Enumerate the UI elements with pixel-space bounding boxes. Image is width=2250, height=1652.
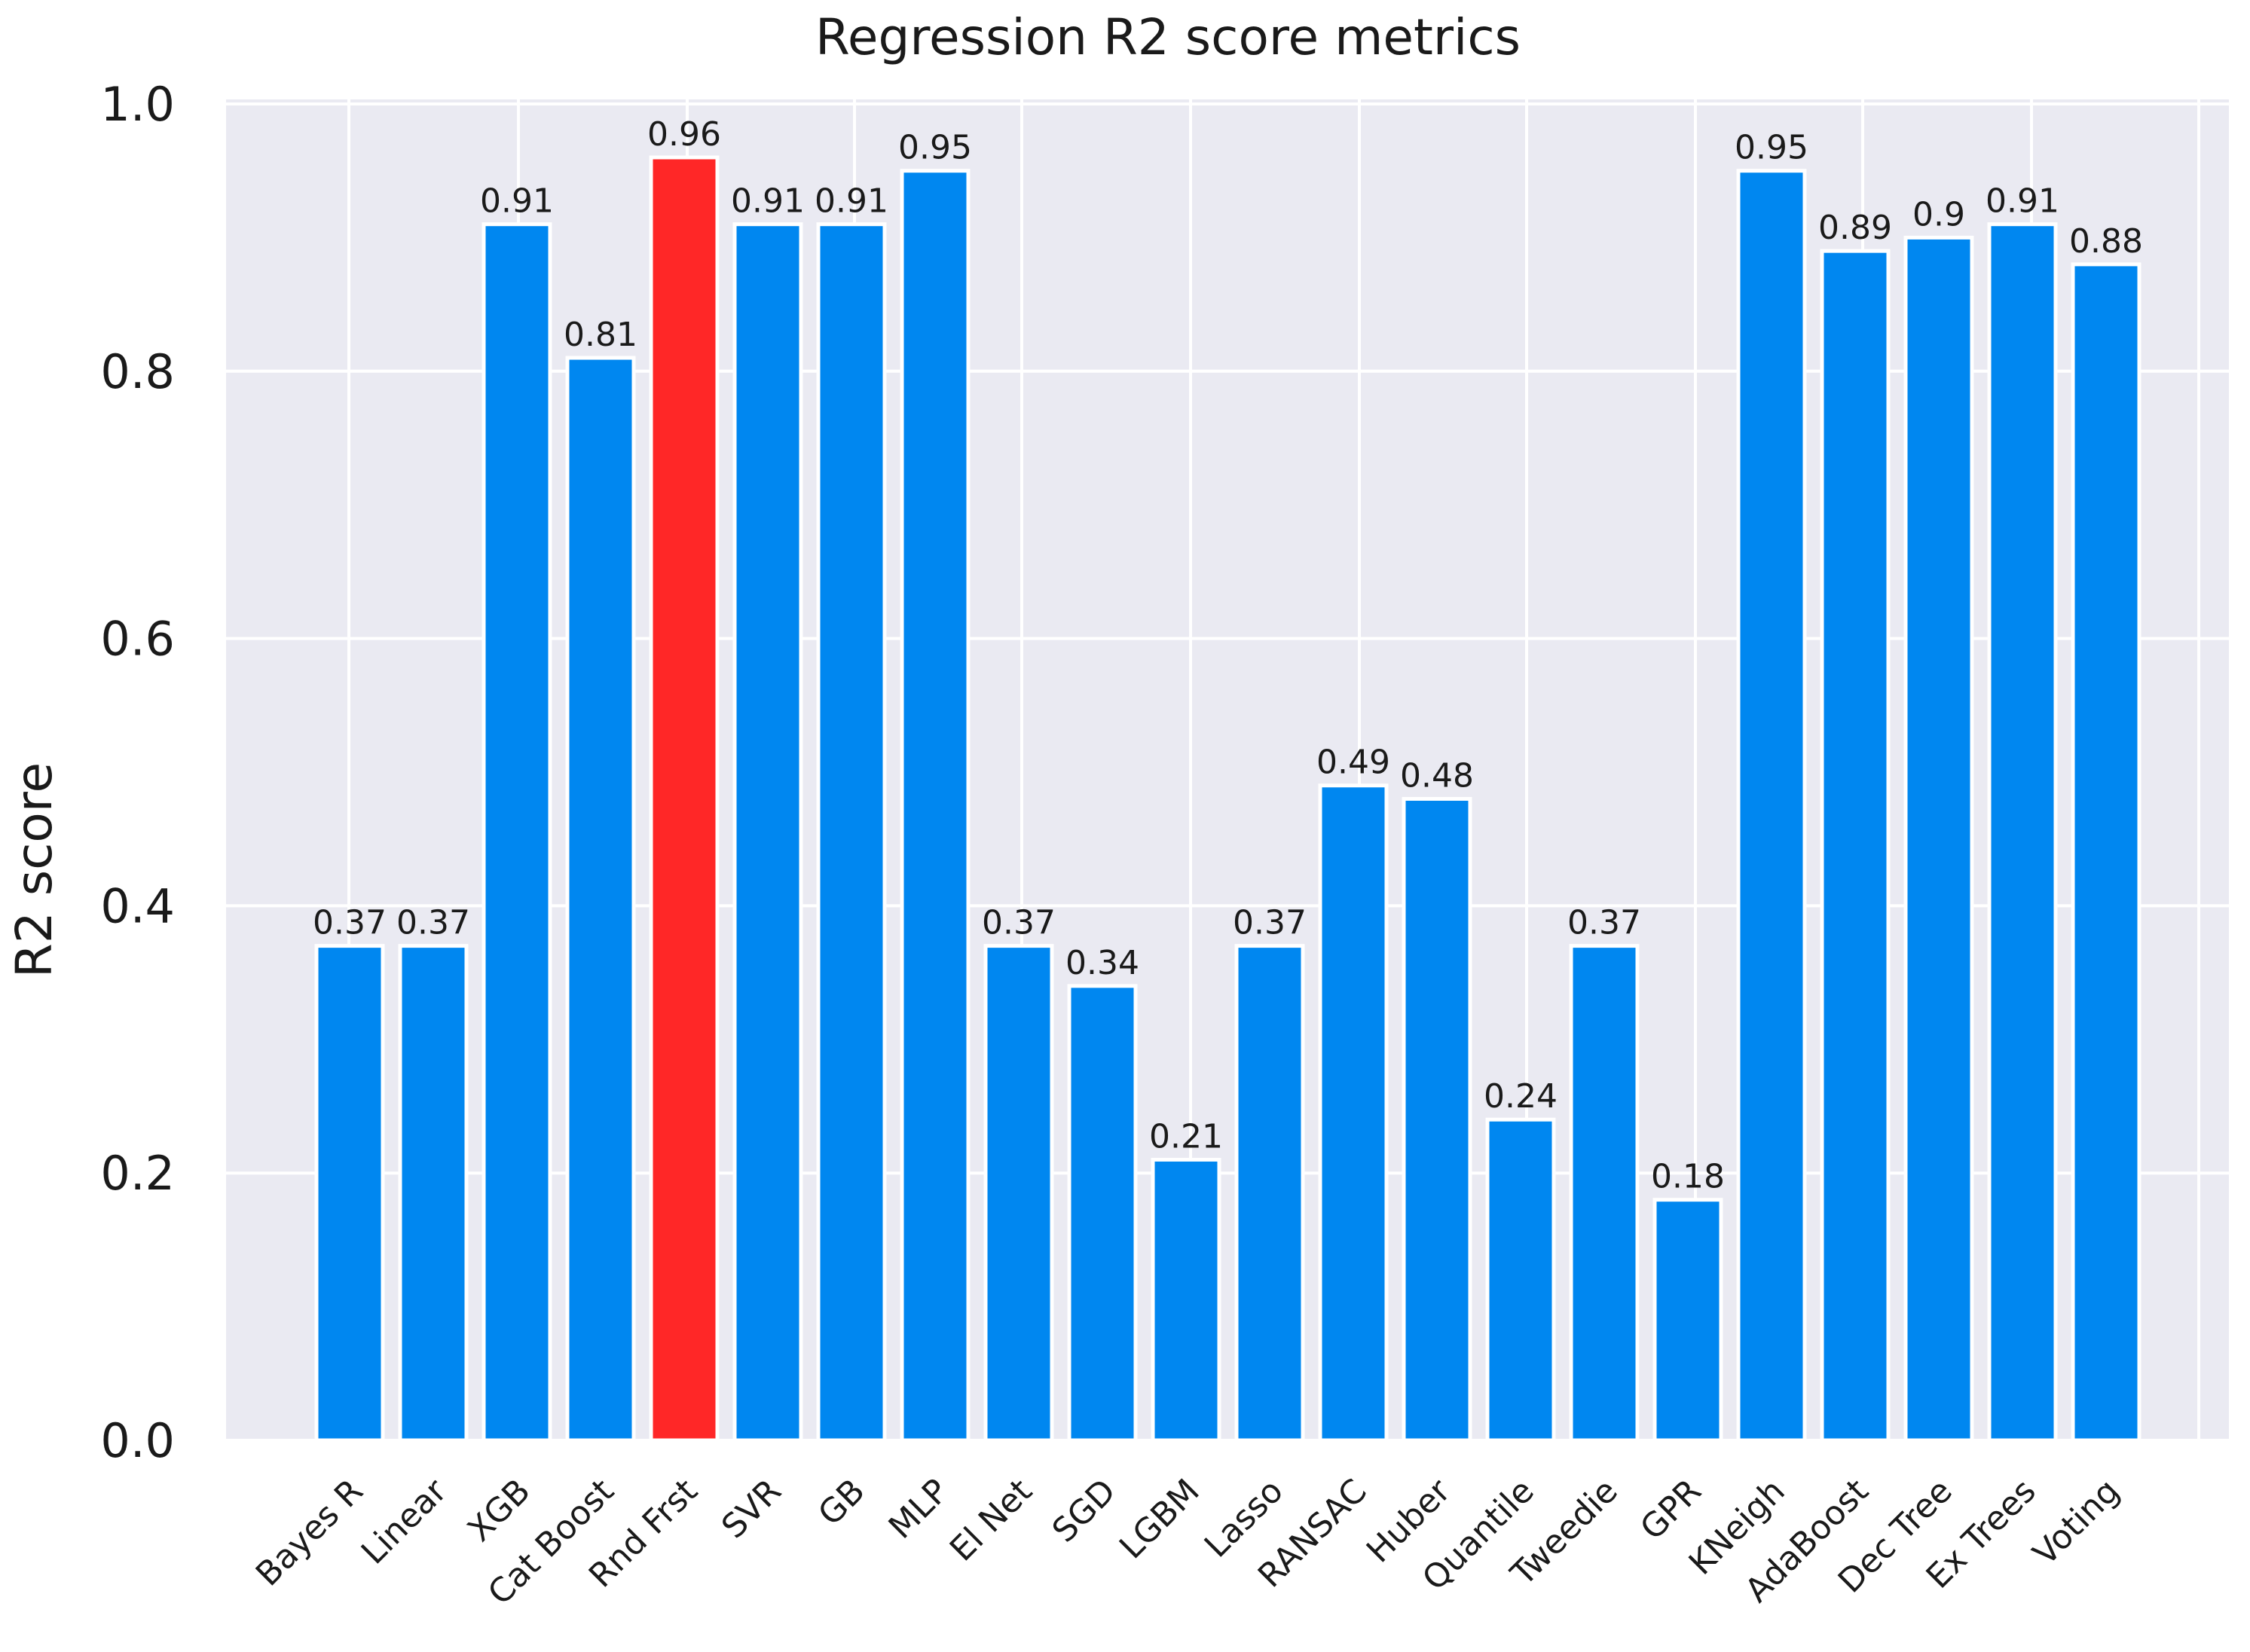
data-label: 0.96: [647, 115, 721, 154]
data-label: 0.49: [1316, 744, 1390, 782]
data-label: 0.91: [480, 182, 554, 221]
data-label: 0.95: [1735, 129, 1808, 167]
data-label: 0.91: [815, 182, 888, 221]
bar-lasso: [1234, 944, 1305, 1443]
data-label: 0.37: [313, 904, 387, 942]
x-tick-label: MLP: [882, 1472, 956, 1547]
bar-bayes-r: [314, 944, 385, 1443]
bar-gb: [816, 222, 887, 1443]
bar-sgd: [1067, 984, 1138, 1443]
x-tick-label: Linear: [354, 1471, 454, 1571]
data-label: 0.9: [1912, 195, 1965, 234]
data-label: 0.24: [1484, 1077, 1558, 1116]
plot-area: [226, 99, 2229, 1440]
data-label: 0.91: [731, 182, 805, 221]
bar-ransac: [1318, 783, 1389, 1443]
y-tick-label: 0.8: [100, 344, 175, 399]
y-axis-label: R2 score: [5, 762, 63, 978]
bar-rnd-frst: [649, 155, 720, 1443]
bars-layer: [314, 155, 2141, 1443]
data-label: 0.37: [982, 904, 1056, 942]
data-label: 0.88: [2069, 222, 2143, 261]
bar-cat-boost: [565, 356, 636, 1443]
data-label: 0.81: [564, 316, 637, 354]
bar-ex-trees: [1987, 222, 2058, 1443]
data-label: 0.37: [1233, 904, 1307, 942]
bar-el-net: [983, 944, 1054, 1443]
y-tick-label: 0.0: [100, 1413, 175, 1468]
x-tick-label: El Net: [943, 1472, 1040, 1569]
x-tick-label: XGB: [460, 1472, 538, 1550]
bar-mlp: [900, 169, 971, 1443]
bar-xgb: [481, 222, 552, 1443]
x-tick-label: Voting: [2025, 1472, 2126, 1573]
y-tick-label: 0.2: [100, 1146, 175, 1201]
bar-tweedie: [1569, 944, 1640, 1443]
y-tick-label: 0.4: [100, 878, 175, 933]
x-tick-label: GB: [811, 1472, 873, 1534]
data-label: 0.48: [1400, 756, 1474, 795]
bar-adaboost: [1820, 249, 1891, 1443]
data-label: 0.37: [396, 904, 470, 942]
data-label: 0.34: [1065, 944, 1139, 982]
data-labels-layer: 0.37 0.370.910.810.960.91 0.910.950.370.34…: [313, 115, 2143, 1196]
x-tick-label: SGD: [1045, 1472, 1123, 1550]
data-label: 0.18: [1651, 1158, 1725, 1196]
bar-gpr: [1652, 1198, 1723, 1443]
data-label: 0.95: [898, 129, 972, 167]
y-axis-ticks: 0.0 0.2 0.4 0.6 0.8 1.0: [100, 77, 175, 1468]
bar-dec-tree: [1903, 235, 1974, 1443]
data-label: 0.21: [1149, 1117, 1223, 1156]
x-tick-label: SVR: [714, 1472, 789, 1547]
y-tick-label: 1.0: [100, 77, 175, 132]
bar-kneigh: [1736, 169, 1807, 1443]
x-tick-label: Bayes R: [249, 1472, 371, 1594]
bar-huber: [1402, 796, 1472, 1443]
x-tick-label: LGBM: [1112, 1472, 1207, 1567]
bar-lgbm: [1151, 1157, 1221, 1443]
data-label: 0.89: [1818, 209, 1892, 247]
bar-linear: [398, 944, 469, 1443]
data-label: 0.91: [1986, 182, 2059, 221]
data-label: 0.37: [1567, 904, 1641, 942]
chart-title: Regression R2 score metrics: [815, 8, 1521, 66]
bar-svr: [732, 222, 803, 1443]
y-tick-label: 0.6: [100, 612, 175, 667]
bar-quantile: [1485, 1117, 1556, 1443]
bar-voting: [2071, 262, 2141, 1443]
x-tick-label: GPR: [1633, 1472, 1709, 1548]
